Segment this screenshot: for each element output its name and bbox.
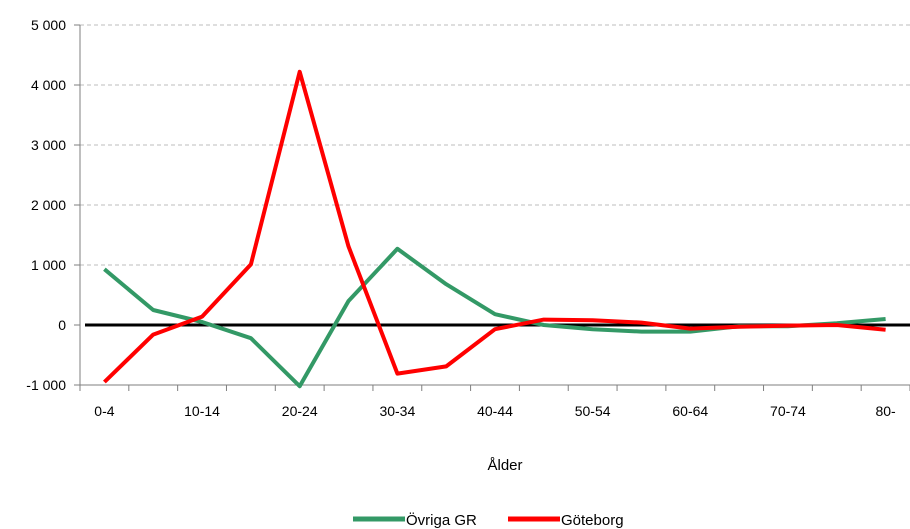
x-tick-label: 60-64 xyxy=(672,403,708,419)
y-tick-label: 2 000 xyxy=(31,197,66,213)
y-tick-label: 3 000 xyxy=(31,137,66,153)
series-line-ovriga-gr xyxy=(103,246,886,389)
x-axis: 0-4 10-14 20-24 30-34 40-44 50-54 60-64 70-74 80… xyxy=(79,323,910,419)
series-line-goteborg xyxy=(103,69,886,384)
x-tick-label: 30-34 xyxy=(379,403,415,419)
x-tick-label: 80- xyxy=(875,403,896,419)
x-tick-label: 0-4 xyxy=(94,403,114,419)
legend-label-goteborg: Göteborg xyxy=(561,512,624,529)
legend-label-ovriga-gr: Övriga GR xyxy=(406,511,477,529)
x-tick-label: 50-54 xyxy=(575,403,611,419)
y-axis: 5 000 4 000 3 000 2 000 1 000 0 -1 000 xyxy=(26,17,81,393)
x-tick-label: 70-74 xyxy=(770,403,806,419)
y-tick-label: 0 xyxy=(58,317,66,333)
series-layer xyxy=(103,69,886,389)
legend: Övriga GR Göteborg xyxy=(353,511,624,529)
x-axis-title: Ålder xyxy=(487,457,522,474)
gridlines xyxy=(80,24,910,266)
y-tick-label: -1 000 xyxy=(26,377,66,393)
y-tick-label: 5 000 xyxy=(31,17,66,33)
x-tick-label: 20-24 xyxy=(282,403,318,419)
y-tick-label: 1 000 xyxy=(31,257,66,273)
x-tick-label: 40-44 xyxy=(477,403,513,419)
y-tick-label: 4 000 xyxy=(31,77,66,93)
x-tick-label: 10-14 xyxy=(184,403,220,419)
